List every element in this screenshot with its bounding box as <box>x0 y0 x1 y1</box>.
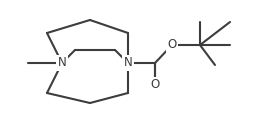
Text: N: N <box>124 57 132 69</box>
Text: O: O <box>150 78 160 91</box>
Text: O: O <box>167 39 177 51</box>
Text: N: N <box>58 57 66 69</box>
